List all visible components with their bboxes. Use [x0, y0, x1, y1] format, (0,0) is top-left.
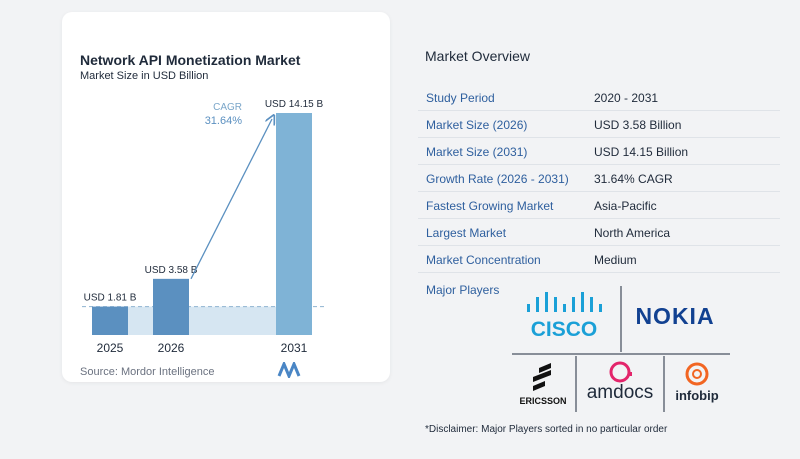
row-value: 2020 - 2031	[594, 91, 659, 105]
row-growth-rate: Growth Rate (2026 - 2031) 31.64% CAGR	[418, 165, 780, 192]
row-label: Market Size (2026)	[426, 118, 528, 132]
row-value: Asia-Pacific	[594, 199, 657, 213]
bar-2025	[92, 306, 128, 335]
mordor-logo-icon	[277, 362, 301, 378]
major-players-logos: CISCO NOKIA ERICSSON amdocs infobip	[512, 286, 730, 412]
data-label: USD 1.81 B	[84, 293, 137, 304]
row-value: Medium	[594, 253, 637, 267]
bar-2026	[153, 278, 189, 335]
svg-text:CISCO: CISCO	[531, 318, 598, 341]
row-value: USD 14.15 Billion	[594, 145, 689, 159]
ericsson-logo-icon: ERICSSON	[519, 363, 567, 406]
row-label: Market Size (2031)	[426, 145, 528, 159]
x-tick-label: 2026	[158, 341, 185, 355]
bar-chart: USD 1.81 B 2025 USD 3.58 B 2026 USD 14.15 B 2…	[82, 99, 324, 355]
row-label: Fastest Growing Market	[426, 199, 554, 213]
chart-title: Network API Monetization Market	[80, 52, 301, 68]
cagr-arrow	[190, 119, 272, 280]
cagr-label: CAGR	[213, 102, 242, 113]
overview-title: Market Overview	[425, 48, 531, 64]
row-largest-market: Largest Market North America	[418, 219, 780, 246]
source-note: Source: Mordor Intelligence	[80, 366, 215, 378]
data-label: USD 14.15 B	[265, 99, 324, 110]
row-fastest-growing: Fastest Growing Market Asia-Pacific	[418, 192, 780, 219]
x-tick-label: 2031	[281, 341, 308, 355]
nokia-logo-icon: NOKIA	[635, 303, 714, 329]
row-label: Study Period	[426, 91, 495, 105]
major-players-label: Major Players	[426, 283, 500, 297]
infobip-logo-icon: infobip	[675, 362, 719, 403]
row-study-period: Study Period 2020 - 2031	[418, 84, 780, 111]
row-label: Largest Market	[426, 226, 507, 240]
row-market-size-2026: Market Size (2026) USD 3.58 Billion	[418, 111, 780, 138]
amdocs-logo-icon: amdocs	[587, 361, 654, 403]
x-tick-label: 2025	[97, 341, 124, 355]
disclaimer: *Disclaimer: Major Players sorted in no …	[425, 424, 668, 435]
cisco-logo-icon: CISCO	[527, 292, 602, 341]
overview-table: Study Period 2020 - 2031 Market Size (20…	[418, 84, 780, 273]
data-label: USD 3.58 B	[145, 265, 198, 276]
row-market-size-2031: Market Size (2031) USD 14.15 Billion	[418, 138, 780, 165]
row-market-concentration: Market Concentration Medium	[418, 246, 780, 273]
svg-text:amdocs: amdocs	[587, 382, 654, 403]
row-value: 31.64% CAGR	[594, 172, 673, 186]
row-label: Growth Rate (2026 - 2031)	[426, 172, 569, 186]
cagr-value: 31.64%	[205, 115, 243, 127]
chart-subtitle: Market Size in USD Billion	[80, 70, 209, 82]
bar-2031	[276, 113, 312, 335]
row-label: Market Concentration	[426, 253, 541, 267]
row-value: North America	[594, 226, 671, 240]
svg-text:infobip: infobip	[675, 388, 718, 403]
row-value: USD 3.58 Billion	[594, 118, 682, 132]
svg-text:ERICSSON: ERICSSON	[519, 396, 566, 406]
